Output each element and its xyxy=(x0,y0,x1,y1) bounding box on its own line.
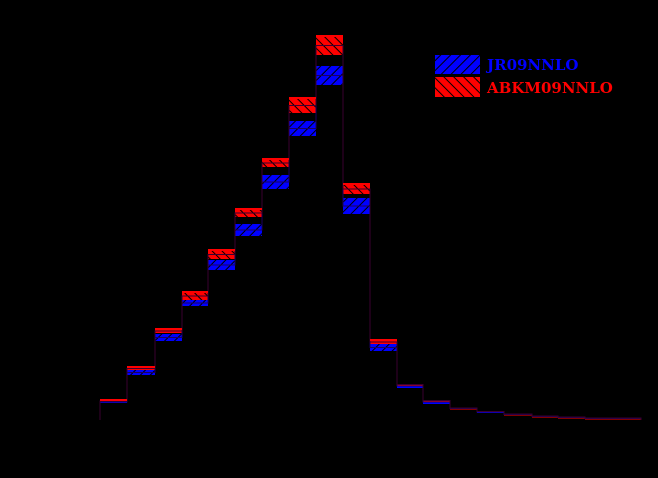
step-line-abkm09nnlo xyxy=(99,45,642,420)
legend-label-jr09nnlo: JR09NNLO xyxy=(485,56,578,74)
histogram-steps xyxy=(99,35,642,420)
legend-swatch-red xyxy=(435,77,480,97)
legend-swatch-blue xyxy=(435,55,480,74)
legend: JR09NNLO ABKM09NNLO xyxy=(435,55,613,97)
legend-entry-abkm09nnlo: ABKM09NNLO xyxy=(435,77,613,97)
legend-label-abkm09nnlo: ABKM09NNLO xyxy=(486,79,613,97)
legend-entry-jr09nnlo: JR09NNLO xyxy=(435,55,578,74)
